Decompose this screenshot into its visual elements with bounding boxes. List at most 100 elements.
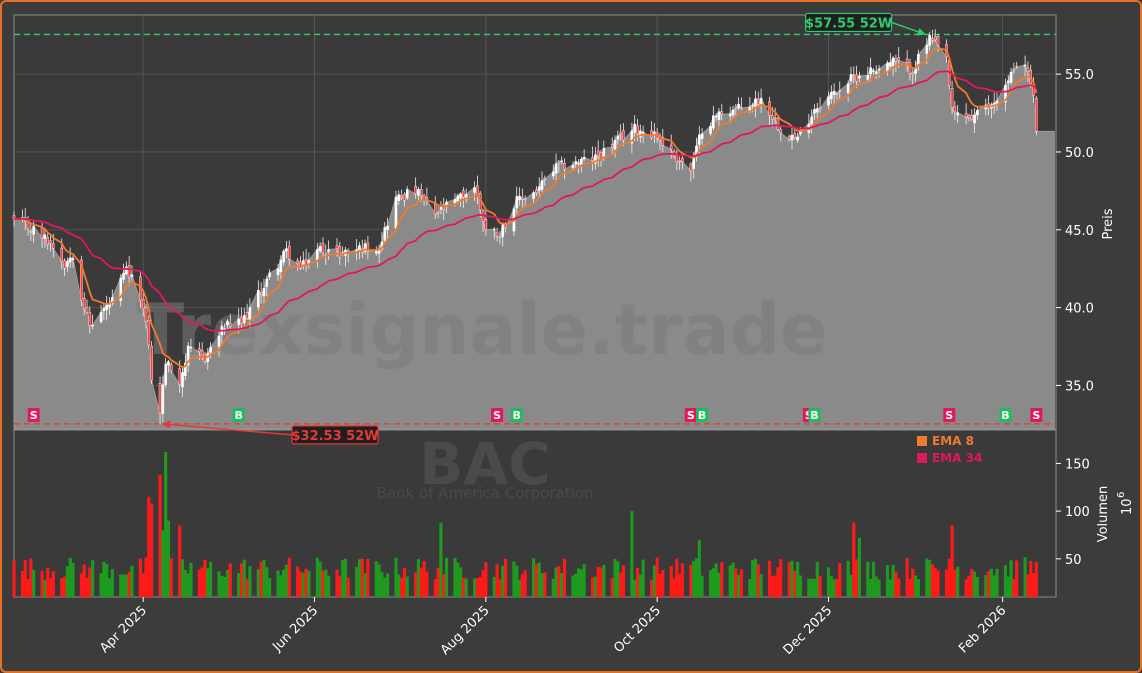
- candle: [577, 159, 580, 174]
- candle: [613, 135, 617, 158]
- candle-body: [456, 195, 460, 202]
- volume-bar: [422, 561, 426, 597]
- price-tick-label: 40.0: [1065, 302, 1094, 317]
- candle-body: [630, 130, 634, 144]
- candle: [773, 107, 777, 125]
- candle: [170, 361, 173, 374]
- candle-body: [68, 257, 72, 263]
- candle-body: [60, 247, 64, 262]
- candle-body: [498, 236, 502, 239]
- volume-bar: [433, 579, 437, 597]
- candle: [498, 231, 502, 245]
- candle: [240, 307, 243, 328]
- candle-body: [1004, 84, 1007, 103]
- candle-body: [681, 158, 684, 163]
- volume-bar: [343, 558, 347, 597]
- volume-bar: [621, 565, 626, 597]
- volume-bar: [694, 558, 699, 597]
- volume-bar: [756, 564, 760, 597]
- volume-bar: [649, 579, 654, 597]
- candle: [1012, 62, 1016, 74]
- candle-body: [243, 315, 246, 323]
- candle-body: [594, 154, 597, 164]
- candle: [43, 229, 47, 248]
- candle: [439, 201, 443, 215]
- candle-body: [950, 87, 954, 109]
- candle-body: [178, 368, 181, 386]
- candle-body: [405, 189, 409, 199]
- candle: [889, 52, 892, 70]
- candle-body: [167, 361, 170, 366]
- candle: [386, 217, 389, 240]
- candle-body: [928, 34, 931, 46]
- candle-body: [613, 139, 617, 150]
- candle: [728, 106, 732, 124]
- volume-bar: [425, 571, 429, 597]
- candle-body: [125, 266, 128, 275]
- candle: [91, 314, 94, 330]
- volume-bar: [602, 564, 606, 597]
- candle: [1006, 75, 1010, 90]
- volume-bar: [65, 566, 69, 597]
- volume-bar: [1023, 557, 1027, 597]
- x-ticks: Apr 2025 Jun 2025 Aug 2025 Oct 2025 Dec 2025…: [97, 597, 1009, 658]
- candle-body: [714, 115, 718, 118]
- volume-bar: [517, 579, 522, 597]
- candle: [127, 256, 131, 287]
- candle-body: [181, 372, 184, 388]
- candle-body: [32, 225, 35, 235]
- volume-bar: [276, 570, 280, 597]
- candle-body: [414, 185, 417, 195]
- volume-bar: [692, 561, 696, 597]
- candle-body: [905, 58, 909, 64]
- volume-bar: [1012, 578, 1016, 597]
- volume-bar: [346, 578, 350, 597]
- candle-body: [248, 307, 252, 321]
- candle: [700, 127, 704, 145]
- candle: [869, 57, 872, 82]
- volume-bar: [641, 559, 645, 597]
- volume-bar: [138, 558, 142, 597]
- candle-body: [403, 194, 406, 201]
- candle: [776, 115, 780, 132]
- volume-bar: [815, 561, 819, 597]
- candle-body: [557, 161, 561, 164]
- x-tick-label: Aug 2025: [438, 603, 493, 658]
- volume-bar: [970, 569, 974, 597]
- candle-body: [602, 148, 606, 157]
- signal-marker-box: [808, 408, 821, 422]
- candle-body: [1035, 98, 1038, 132]
- candle-body: [400, 194, 403, 198]
- volume-bar: [321, 570, 325, 597]
- candle: [99, 304, 103, 324]
- volume-bar: [675, 558, 679, 597]
- candle-body: [397, 194, 401, 201]
- candle: [818, 97, 822, 113]
- volume-bar: [964, 579, 968, 597]
- candle: [164, 358, 167, 388]
- volume-bar: [383, 577, 387, 597]
- candle-body: [771, 114, 774, 120]
- candle-body: [734, 106, 738, 109]
- volume-bar: [944, 569, 949, 597]
- volume-bar: [812, 578, 817, 597]
- candle: [639, 124, 642, 143]
- candle: [462, 187, 465, 208]
- candle-body: [240, 317, 243, 324]
- volume-bar: [223, 577, 227, 597]
- volume-bar: [947, 558, 951, 597]
- legend-swatch: [917, 453, 927, 463]
- volume-bar: [930, 564, 934, 597]
- candle: [973, 108, 976, 134]
- candle-body: [80, 259, 83, 301]
- candle-body: [779, 129, 783, 134]
- volume-bar: [891, 564, 895, 597]
- volume-bar: [492, 576, 496, 597]
- candle-body: [1026, 67, 1030, 72]
- candle: [88, 306, 92, 334]
- candle-body: [200, 350, 204, 357]
- candle: [338, 241, 342, 265]
- candle-body: [894, 58, 898, 62]
- candle-body: [751, 104, 754, 107]
